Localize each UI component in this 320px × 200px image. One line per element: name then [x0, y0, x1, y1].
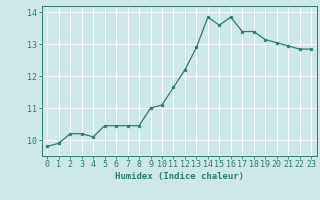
X-axis label: Humidex (Indice chaleur): Humidex (Indice chaleur)	[115, 172, 244, 181]
